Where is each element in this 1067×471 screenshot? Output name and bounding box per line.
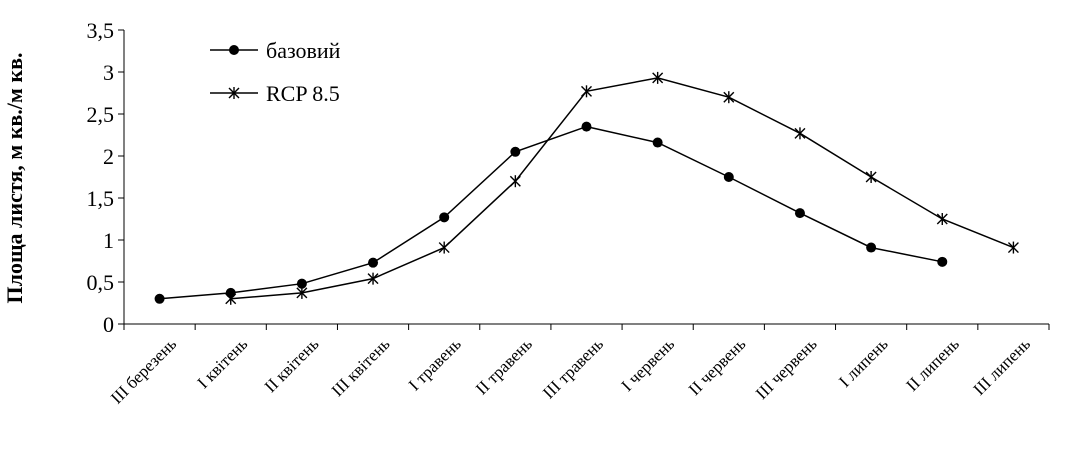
data-point-circle	[510, 146, 521, 157]
y-ticks: 0 0,5 1 1,5 2 2,5 3 3,5	[87, 18, 124, 337]
x-tick-label: I квітень	[194, 334, 252, 392]
data-point-asterisk	[438, 241, 450, 254]
legend-item: базовий	[210, 38, 341, 63]
data-point-circle	[296, 278, 307, 289]
data-point-circle	[368, 257, 379, 268]
y-tick-label: 1,5	[87, 186, 115, 211]
data-point-asterisk	[367, 272, 379, 285]
x-tick-label: II травень	[472, 334, 536, 398]
y-axis-label: Площа листя, м кв./м кв.	[2, 53, 27, 304]
data-point-asterisk	[652, 71, 664, 84]
x-tick-label: II квітень	[261, 334, 323, 396]
series-line	[159, 125, 943, 300]
x-tick-label: I липень	[835, 334, 892, 391]
legend-label: RCP 8.5	[266, 81, 340, 106]
data-point-asterisk	[581, 85, 592, 98]
axes	[123, 30, 1049, 325]
x-tick-label: III липень	[969, 334, 1034, 399]
x-ticks: III березень I квітень II квітень III квіте…	[107, 324, 1050, 408]
legend-item: RCP 8.5	[210, 81, 340, 106]
x-tick-label: II червень	[685, 334, 750, 399]
y-tick-label: 0,5	[87, 270, 115, 295]
data-point-circle	[581, 121, 592, 132]
data-point-circle	[652, 137, 663, 148]
data-point-asterisk	[936, 213, 948, 225]
x-tick-label: III квітень	[328, 334, 394, 400]
data-point-asterisk	[865, 171, 877, 183]
x-tick-label: I червень	[618, 334, 679, 395]
data-point-asterisk	[723, 91, 735, 104]
series-line	[230, 77, 1014, 300]
data-point-asterisk	[794, 127, 806, 140]
data-point-circle	[229, 45, 239, 55]
y-tick-label: 2	[103, 144, 114, 169]
x-tick-label: III червень	[752, 334, 821, 403]
data-point-asterisk	[509, 175, 521, 188]
x-tick-label: III травень	[539, 334, 607, 402]
series-layer	[154, 71, 1019, 305]
y-tick-label: 2,5	[87, 102, 115, 127]
data-point-asterisk	[225, 292, 237, 305]
legend-label: базовий	[266, 38, 341, 63]
y-tick-label: 1	[103, 228, 114, 253]
data-point-circle	[439, 212, 450, 223]
x-tick-label: II липень	[902, 334, 963, 395]
y-tick-label: 0	[103, 312, 114, 337]
data-point-circle	[154, 293, 165, 304]
series-2	[225, 71, 1019, 305]
x-tick-label: III березень	[107, 334, 180, 407]
legend: базовий RCP 8.5	[210, 38, 341, 106]
data-point-asterisk	[296, 286, 308, 299]
data-point-asterisk	[1007, 241, 1019, 254]
data-point-asterisk	[228, 87, 240, 99]
data-point-circle	[723, 172, 734, 182]
data-point-circle	[866, 242, 877, 253]
data-point-circle	[794, 208, 805, 219]
y-tick-label: 3,5	[87, 18, 115, 43]
y-tick-label: 3	[103, 60, 114, 85]
x-tick-label: I травень	[405, 334, 465, 394]
series-1	[154, 121, 948, 304]
data-point-circle	[937, 256, 948, 267]
